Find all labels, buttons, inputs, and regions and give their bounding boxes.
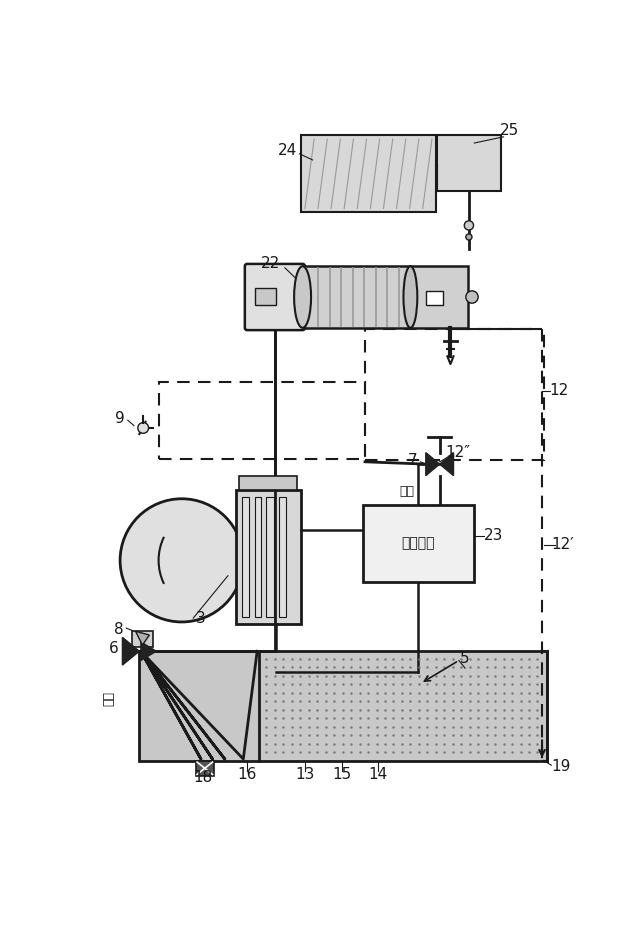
Text: 14: 14 — [369, 767, 388, 782]
Bar — [255, 497, 261, 616]
Circle shape — [464, 221, 474, 230]
Text: 25: 25 — [500, 123, 519, 138]
Bar — [132, 631, 153, 647]
Bar — [280, 497, 285, 616]
Text: 18: 18 — [194, 770, 213, 785]
Text: 制御装置: 制御装置 — [402, 537, 435, 551]
Bar — [242, 497, 250, 616]
FancyBboxPatch shape — [245, 264, 305, 330]
Text: 閉止: 閉止 — [102, 691, 115, 706]
Text: 15: 15 — [332, 767, 351, 782]
Text: 3: 3 — [196, 611, 206, 626]
Bar — [363, 505, 474, 582]
Text: 12′: 12′ — [552, 538, 574, 553]
Bar — [255, 288, 276, 304]
Text: 5: 5 — [460, 651, 470, 666]
Bar — [365, 329, 543, 461]
Text: 12: 12 — [549, 383, 568, 398]
Circle shape — [466, 234, 472, 240]
Polygon shape — [426, 452, 440, 476]
Bar — [266, 497, 274, 616]
Bar — [426, 291, 443, 304]
Text: 6: 6 — [109, 642, 119, 656]
Text: 9: 9 — [115, 411, 125, 427]
Ellipse shape — [403, 266, 417, 328]
Circle shape — [138, 423, 148, 433]
Text: 13: 13 — [295, 767, 315, 782]
Bar — [303, 266, 410, 328]
Text: 閉止: 閉止 — [399, 484, 415, 498]
Text: 16: 16 — [237, 767, 257, 782]
Text: 8: 8 — [114, 622, 124, 637]
Polygon shape — [122, 637, 140, 665]
Circle shape — [466, 291, 478, 303]
Bar — [236, 489, 301, 625]
Text: 23: 23 — [484, 528, 503, 543]
Bar — [196, 760, 214, 776]
Text: 19: 19 — [551, 759, 570, 775]
Bar — [239, 476, 297, 489]
Bar — [410, 266, 468, 328]
Polygon shape — [141, 642, 156, 661]
Text: 7: 7 — [408, 453, 417, 467]
Text: 12″: 12″ — [445, 445, 470, 460]
Bar — [437, 136, 501, 191]
Text: 22: 22 — [260, 256, 280, 271]
Bar — [140, 651, 547, 760]
Polygon shape — [440, 452, 454, 476]
Bar — [301, 136, 436, 212]
Bar — [159, 382, 365, 459]
Text: 24: 24 — [278, 143, 298, 158]
Circle shape — [120, 499, 243, 622]
Polygon shape — [136, 631, 149, 645]
Ellipse shape — [294, 266, 311, 328]
